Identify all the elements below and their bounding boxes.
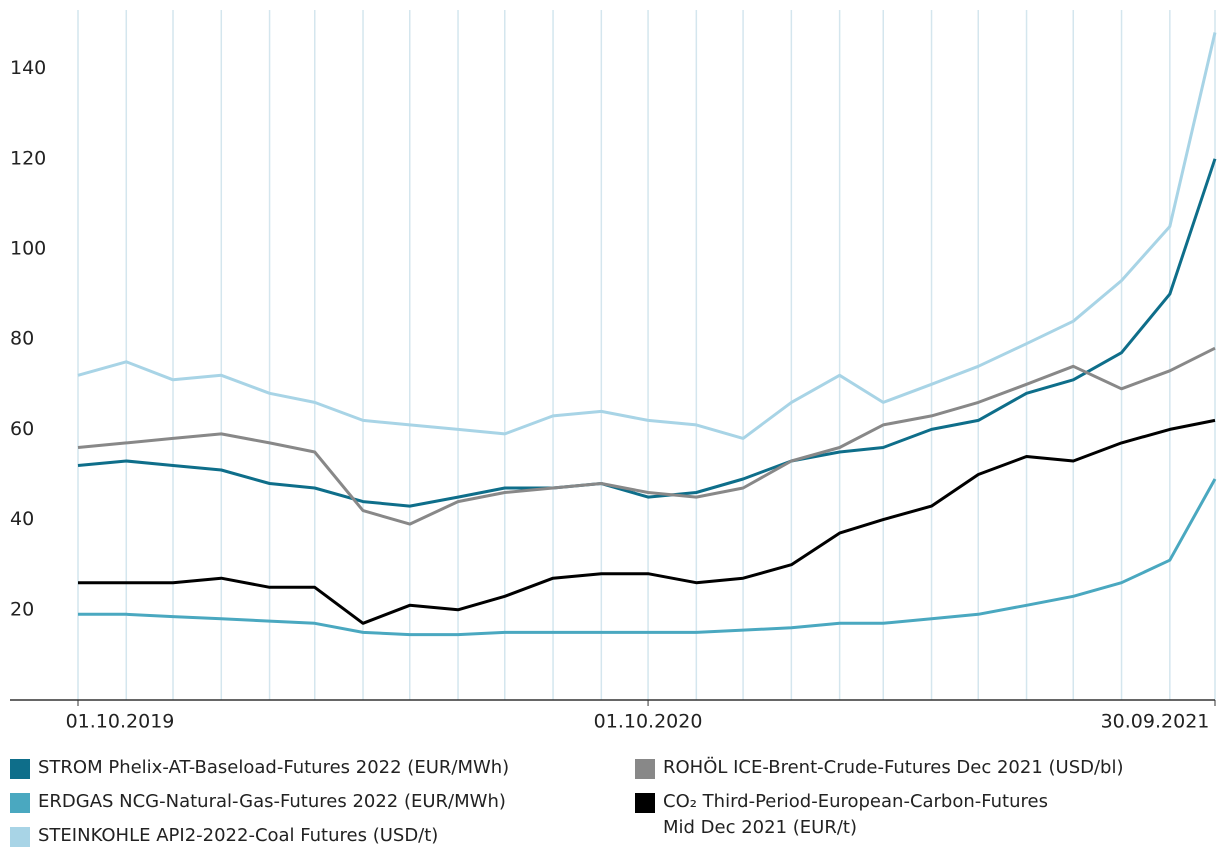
legend-label: CO₂ Third-Period-European-Carbon-Futures… xyxy=(663,791,1048,838)
chart: 20 40 60 80 100 120 140 01.10.2019 01.10.2020 30.… xyxy=(10,10,1217,733)
x-tick-label: 01.10.2019 xyxy=(66,711,175,733)
y-tick-label: 20 xyxy=(10,598,34,620)
legend-swatch xyxy=(635,793,655,813)
legend-swatch xyxy=(10,827,30,847)
legend-item: CO₂ Third-Period-European-Carbon-Futures… xyxy=(635,789,1048,841)
legend-label: STEINKOHLE API2-2022-Coal Futures (USD/t… xyxy=(38,825,439,846)
legend: STROM Phelix-AT-Baseload-Futures 2022 (E… xyxy=(10,755,1210,860)
y-tick-label: 40 xyxy=(10,508,34,530)
y-tick-label: 80 xyxy=(10,328,34,350)
y-tick-label: 120 xyxy=(10,147,46,169)
y-tick-label: 140 xyxy=(10,57,46,79)
series-line xyxy=(77,158,1217,508)
legend-swatch xyxy=(10,793,30,813)
legend-item: ERDGAS NCG-Natural-Gas-Futures 2022 (EUR… xyxy=(10,789,506,815)
legend-label: ERDGAS NCG-Natural-Gas-Futures 2022 (EUR… xyxy=(38,791,506,812)
x-tick-label: 30.09.2021 xyxy=(1101,711,1210,733)
legend-label: ROHÖL ICE-Brent-Crude-Futures Dec 2021 (… xyxy=(663,757,1124,778)
y-tick-label: 60 xyxy=(10,418,34,440)
series-line xyxy=(77,346,1216,526)
legend-swatch xyxy=(635,759,655,779)
legend-item: ROHÖL ICE-Brent-Crude-Futures Dec 2021 (… xyxy=(635,755,1124,781)
legend-item: STROM Phelix-AT-Baseload-Futures 2022 (E… xyxy=(10,755,509,781)
x-tick-label: 01.10.2020 xyxy=(594,711,703,733)
series-line xyxy=(77,32,1217,440)
legend-item: STEINKOHLE API2-2022-Coal Futures (USD/t… xyxy=(10,823,438,849)
legend-label: STROM Phelix-AT-Baseload-Futures 2022 (E… xyxy=(38,757,510,778)
y-tick-label: 100 xyxy=(10,238,46,260)
series-line xyxy=(78,478,1217,637)
legend-swatch xyxy=(10,759,30,779)
series-line xyxy=(78,418,1216,625)
